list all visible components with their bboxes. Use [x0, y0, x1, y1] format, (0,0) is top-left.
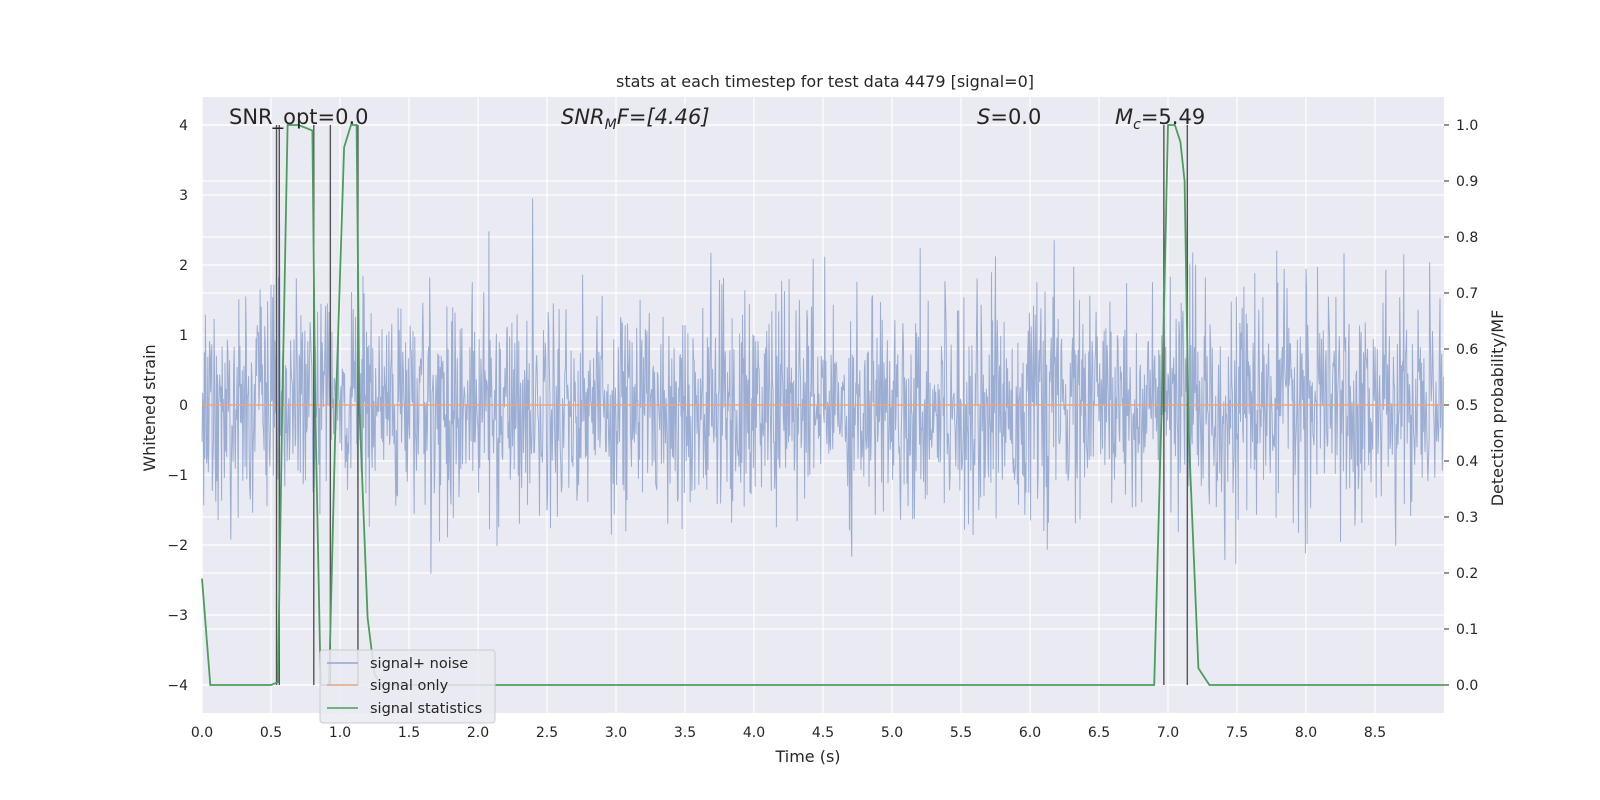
- annotation-s: S=0.0: [977, 105, 1041, 129]
- y2-tick-label-3: 0.7: [1456, 286, 1478, 302]
- y-tick-label-0: 4: [179, 118, 188, 134]
- y-tick-label-1: 3: [179, 188, 188, 204]
- annotation-mc: Mc=5.49: [1115, 105, 1205, 133]
- x-tick-label-1: 0.5: [260, 725, 282, 741]
- x-axis-ticks: 0.0 0.5 1.0 1.5 2.0 2.5 3.0 3.5 4.0 4.5 5.0 5.5 6.0 6…: [191, 725, 1386, 741]
- x-tick-label-0: 0.0: [191, 725, 213, 741]
- x-tick-label-5: 2.5: [536, 725, 558, 741]
- legend-label-signal-statistics: signal statistics: [370, 701, 482, 717]
- x-tick-label-9: 4.5: [812, 725, 834, 741]
- y-tick-label-7: −3: [167, 608, 188, 624]
- y2-tick-label-6: 0.4: [1456, 454, 1478, 470]
- legend-label-signal-only: signal only: [370, 678, 449, 694]
- legend-box: [319, 649, 496, 724]
- trace-signal-statistics: [201, 124, 1444, 686]
- x-tick-label-3: 1.5: [398, 725, 420, 741]
- x-tick-label-13: 6.5: [1088, 725, 1110, 741]
- y2-tick-label-10: 0.0: [1456, 678, 1478, 694]
- annotation-snr-mf: SNRMF=[4.46]: [561, 105, 710, 133]
- y2-tick-label-0: 1.0: [1456, 118, 1478, 134]
- y-tick-label-8: −4: [167, 678, 188, 694]
- annotation-snr-opt: SNR_opt=0.0: [229, 105, 369, 130]
- x-tick-label-16: 8.0: [1295, 725, 1317, 741]
- annotation-mc-main: M: [1115, 105, 1133, 129]
- y-tick-label-3: 1: [179, 328, 188, 344]
- chart-title: stats at each timestep for test data 447…: [616, 72, 1034, 91]
- x-tick-label-17: 8.5: [1364, 725, 1386, 741]
- y2-tick-label-8: 0.2: [1456, 566, 1478, 582]
- y2-tick-label-4: 0.6: [1456, 342, 1478, 358]
- x-tick-label-14: 7.0: [1157, 725, 1179, 741]
- series-signal-plus-noise: [201, 198, 1444, 574]
- y2-tick-label-1: 0.9: [1456, 174, 1478, 190]
- annotation-mc-sub: c: [1133, 117, 1141, 133]
- x-tick-label-15: 7.5: [1226, 725, 1248, 741]
- legend: signal+ noise signal only signal statist…: [319, 649, 496, 724]
- y2-tick-label-2: 0.8: [1456, 230, 1478, 246]
- legend-label-signal-plus-noise: signal+ noise: [370, 656, 468, 672]
- series-signal-statistics: [201, 124, 1444, 686]
- y2-tick-label-5: 0.5: [1456, 398, 1478, 414]
- trace-signal-plus-noise: [201, 198, 1444, 574]
- y2-tick-label-7: 0.3: [1456, 510, 1478, 526]
- x-axis-label: Time (s): [774, 747, 840, 766]
- x-tick-label-2: 1.0: [329, 725, 351, 741]
- annotation-s-rest: =0.0: [990, 105, 1041, 129]
- x-tick-label-12: 6.0: [1019, 725, 1041, 741]
- y2-axis-ticks: 1.0 0.9 0.8 0.7 0.6 0.5 0.4 0.3 0.2 0.1 0.0: [1444, 118, 1478, 694]
- annotation-snr-mf-sub: M: [605, 117, 617, 133]
- y-tick-label-5: −1: [167, 468, 188, 484]
- y2-axis-label: Detection probability/MF: [1488, 310, 1507, 507]
- y-tick-label-4: 0: [179, 398, 188, 414]
- x-tick-label-4: 2.0: [467, 725, 489, 741]
- annotation-snr-mf-main: SNR: [561, 105, 605, 129]
- y-axis-ticks: 4 3 2 1 0 −1 −2 −3 −4: [167, 118, 188, 694]
- y2-tick-label-9: 0.1: [1456, 622, 1478, 638]
- annotation-s-main: S: [977, 105, 990, 129]
- y-tick-label-6: −2: [167, 538, 188, 554]
- x-tick-label-11: 5.5: [950, 725, 972, 741]
- x-tick-label-10: 5.0: [881, 725, 903, 741]
- y-axis-label: Whitened strain: [140, 344, 159, 471]
- x-tick-label-6: 3.0: [605, 725, 627, 741]
- annotation-snr-mf-rest: F=[4.46]: [617, 105, 710, 129]
- x-tick-label-8: 4.0: [743, 725, 765, 741]
- y-tick-label-2: 2: [179, 258, 188, 274]
- x-tick-label-7: 3.5: [674, 725, 696, 741]
- annotation-mc-rest: =5.49: [1141, 105, 1205, 129]
